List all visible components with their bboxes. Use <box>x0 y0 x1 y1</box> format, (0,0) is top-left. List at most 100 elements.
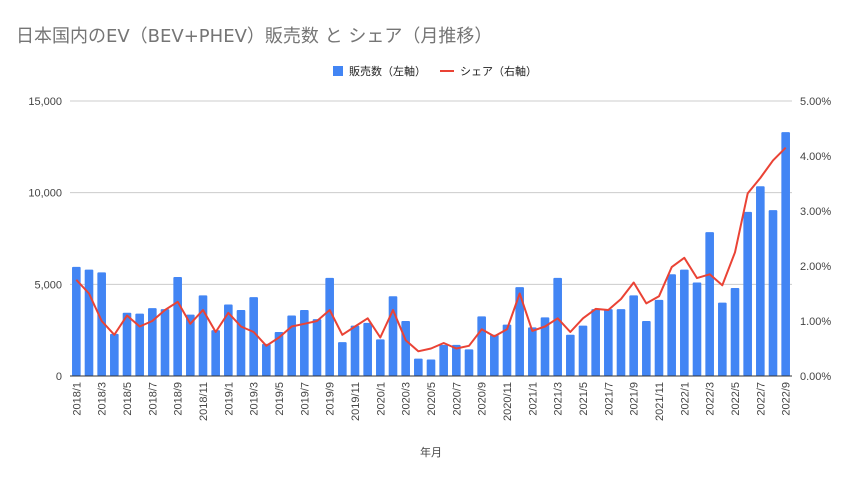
right-tick-label: 0.00% <box>800 371 831 383</box>
bar <box>629 295 638 376</box>
bar <box>426 359 436 376</box>
x-tick-label: 2022/3 <box>705 382 717 416</box>
bar <box>439 344 448 376</box>
bar <box>604 309 613 376</box>
x-tick-label: 2020/3 <box>401 382 413 416</box>
legend-bar-swatch <box>333 66 343 76</box>
right-tick-label: 5.00% <box>800 96 831 108</box>
bar <box>502 324 512 376</box>
bar <box>654 299 664 376</box>
bar <box>173 277 182 376</box>
x-tick-label: 2020/9 <box>477 382 489 416</box>
x-tick-label: 2019/5 <box>274 382 286 416</box>
x-tick-label: 2021/11 <box>654 382 666 421</box>
bar <box>578 325 588 376</box>
bar <box>300 310 309 376</box>
bar <box>312 319 322 376</box>
x-tick-label: 2021/9 <box>629 382 641 416</box>
bar <box>540 317 550 376</box>
bar <box>97 272 106 376</box>
left-tick-label: 5,000 <box>34 279 62 291</box>
left-tick-label: 15,000 <box>28 96 62 108</box>
bar <box>287 315 296 376</box>
x-tick-label: 2022/1 <box>679 382 691 416</box>
x-tick-label: 2021/1 <box>527 382 539 416</box>
bar <box>781 132 790 376</box>
bar <box>148 308 157 376</box>
x-tick-label: 2019/3 <box>249 382 261 416</box>
x-axis-title: 年月 <box>420 445 442 459</box>
x-tick-label: 2022/7 <box>755 382 767 416</box>
bar <box>338 342 347 376</box>
x-tick-label: 2018/5 <box>122 382 134 416</box>
bar <box>642 321 651 376</box>
x-tick-label: 2019/7 <box>299 382 311 416</box>
bar <box>756 186 765 376</box>
x-tick-label: 2022/5 <box>730 382 742 416</box>
share-line <box>75 146 787 353</box>
x-tick-label: 2020/5 <box>426 382 438 416</box>
bar <box>566 334 575 376</box>
right-tick-label: 3.00% <box>800 206 831 218</box>
x-tick-label: 2022/9 <box>781 382 793 416</box>
bar <box>211 330 220 376</box>
bar <box>198 295 208 376</box>
bar <box>718 302 727 376</box>
bar <box>350 325 360 376</box>
bar <box>72 266 81 376</box>
bar <box>743 211 752 376</box>
bar <box>262 343 271 376</box>
chart-title: 日本国内のEV（BEV+PHEV）販売数 と シェア（月推移） <box>16 26 493 47</box>
bar <box>768 210 778 376</box>
bar <box>249 297 258 376</box>
bar <box>325 277 334 376</box>
x-tick-label: 2019/11 <box>350 382 362 421</box>
x-tick-label: 2018/7 <box>147 382 159 416</box>
bar <box>730 288 740 376</box>
bar <box>110 333 119 376</box>
bar <box>490 334 499 376</box>
legend-line-label: シェア（右軸） <box>460 64 537 78</box>
bar <box>692 282 702 376</box>
bar <box>224 304 233 376</box>
right-tick-label: 2.00% <box>800 261 831 273</box>
bar <box>401 321 410 376</box>
bar <box>528 327 537 376</box>
bar <box>274 332 284 376</box>
x-tick-label: 2019/9 <box>325 382 337 416</box>
right-tick-label: 1.00% <box>800 316 831 328</box>
bar <box>616 309 626 376</box>
bar <box>680 269 689 376</box>
right-tick-label: 4.00% <box>800 151 831 163</box>
left-tick-label: 10,000 <box>28 188 62 200</box>
x-tick-label: 2021/3 <box>553 382 565 416</box>
x-tick-label: 2020/1 <box>375 382 387 416</box>
x-tick-label: 2021/5 <box>578 382 590 416</box>
x-tick-label: 2020/11 <box>502 382 514 421</box>
bar <box>160 309 170 376</box>
x-tick-label: 2019/1 <box>223 382 235 416</box>
legend-bar-label: 販売数（左軸） <box>349 64 426 78</box>
bar <box>667 274 676 376</box>
bar <box>477 316 486 376</box>
bar <box>122 312 132 376</box>
bar <box>84 269 94 376</box>
left-tick-label: 0 <box>56 371 62 383</box>
bar <box>515 287 524 376</box>
bar <box>553 277 562 376</box>
bar <box>236 310 246 376</box>
x-tick-label: 2020/7 <box>451 382 463 416</box>
bar <box>452 344 461 376</box>
bar <box>705 232 714 376</box>
bar <box>414 358 423 376</box>
bar <box>591 309 600 376</box>
bar <box>186 314 195 376</box>
x-tick-label: 2018/11 <box>198 382 210 421</box>
bar <box>464 349 474 376</box>
bar <box>135 313 144 376</box>
bar <box>363 322 372 376</box>
x-tick-label: 2018/1 <box>71 382 83 416</box>
x-tick-label: 2018/3 <box>97 382 109 416</box>
bar <box>376 339 385 376</box>
